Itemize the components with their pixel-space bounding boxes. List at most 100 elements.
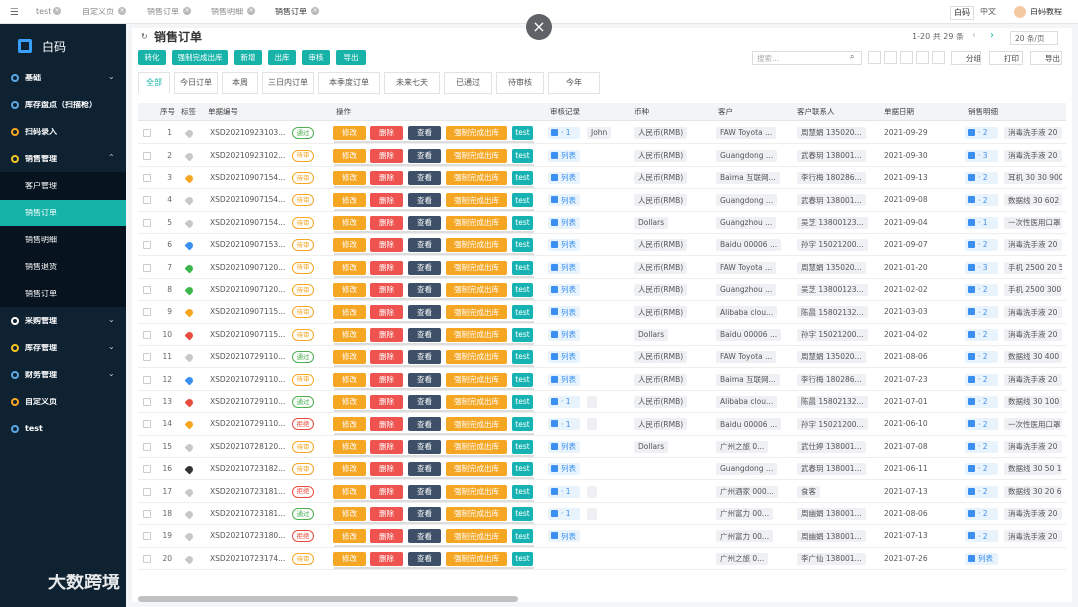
row-action[interactable]: 修改 (333, 327, 366, 342)
row-action[interactable]: 修改 (333, 350, 366, 365)
row-code[interactable]: XSD20210723181... (210, 510, 286, 518)
tab[interactable]: 销售订单 (147, 8, 179, 16)
row-action[interactable]: 查看 (408, 350, 441, 365)
row-action[interactable]: 强制完成出库 (446, 305, 507, 320)
row-action[interactable]: 强制完成出库 (446, 484, 507, 499)
filter-tab[interactable]: 全部 (138, 72, 170, 94)
row-action[interactable]: test (512, 484, 533, 499)
language[interactable]: 中文 (980, 8, 996, 16)
row-action[interactable]: 修改 (333, 283, 366, 297)
row-action[interactable]: 查看 (408, 529, 441, 544)
row-checkbox[interactable] (143, 398, 151, 406)
row-checkbox[interactable] (143, 510, 151, 518)
row-action[interactable]: 删除 (370, 148, 403, 163)
row-action[interactable]: 查看 (408, 148, 441, 163)
row-checkbox[interactable] (143, 263, 151, 272)
row-code[interactable]: XSD20210923103... (210, 129, 286, 137)
column-header[interactable]: 标签 (181, 108, 196, 116)
tab-close[interactable]: × (183, 7, 191, 15)
column-header[interactable]: 销售明细 (968, 108, 998, 116)
row-action[interactable]: 删除 (370, 238, 403, 253)
filter-tab[interactable]: 待审核 (496, 72, 544, 94)
row-action[interactable]: 查看 (408, 126, 441, 141)
row-action[interactable]: 查看 (408, 439, 441, 454)
row-action[interactable]: 删除 (370, 484, 403, 499)
row-action[interactable]: 修改 (333, 238, 366, 253)
row-action[interactable]: 删除 (370, 215, 403, 230)
pager-prev[interactable]: ‹ (972, 31, 976, 41)
row-action[interactable]: 强制完成出库 (446, 395, 507, 409)
row-action[interactable]: test (512, 260, 533, 275)
row-action[interactable]: 查看 (408, 215, 441, 230)
row-action[interactable]: 强制完成出库 (446, 126, 507, 141)
row-action[interactable]: 删除 (370, 529, 403, 544)
row-code[interactable]: XSD20210723180... (210, 532, 286, 540)
row-code[interactable]: XSD20210723182... (210, 465, 286, 473)
row-checkbox[interactable] (143, 241, 151, 250)
row-action[interactable]: test (512, 529, 533, 544)
row-action[interactable]: test (512, 215, 533, 230)
filter-tab[interactable]: 今年 (548, 72, 600, 94)
row-action[interactable]: test (512, 395, 533, 409)
menu-toggle[interactable]: ☰ (10, 8, 19, 18)
column-header[interactable]: 审核记录 (550, 108, 580, 116)
row-checkbox[interactable] (143, 151, 151, 160)
toolbar-button[interactable]: 转化 (138, 50, 166, 65)
row-action[interactable]: 查看 (408, 305, 441, 320)
row-code[interactable]: XSD20210729110... (210, 420, 286, 428)
row-action[interactable]: 删除 (370, 462, 403, 477)
row-action[interactable]: 删除 (370, 193, 403, 208)
row-action[interactable]: 查看 (408, 462, 441, 477)
row-action[interactable]: 强制完成出库 (446, 372, 507, 387)
menu-item[interactable]: 扫码录入 (25, 128, 57, 136)
menu-item[interactable]: 基础 (25, 74, 41, 82)
row-action[interactable]: 修改 (333, 148, 366, 163)
tab-close[interactable]: × (53, 7, 61, 15)
menu-item[interactable]: test (25, 425, 43, 433)
row-action[interactable]: 强制完成出库 (446, 507, 507, 521)
row-action[interactable]: test (512, 551, 533, 566)
row-action[interactable]: test (512, 327, 533, 342)
tool-button[interactable]: 分组 (951, 51, 981, 65)
row-checkbox[interactable] (143, 554, 151, 563)
row-action[interactable]: test (512, 148, 533, 163)
row-action[interactable]: 查看 (408, 417, 441, 432)
row-action[interactable]: 强制完成出库 (446, 439, 507, 454)
tab-close[interactable]: × (311, 7, 319, 15)
row-action[interactable]: 修改 (333, 372, 366, 387)
row-action[interactable]: 删除 (370, 260, 403, 275)
toolbar-button[interactable]: 出库 (268, 50, 296, 65)
row-action[interactable]: 修改 (333, 126, 366, 141)
filter-tab[interactable]: 未来七天 (384, 72, 440, 94)
row-action[interactable]: 强制完成出库 (446, 260, 507, 275)
row-action[interactable]: 强制完成出库 (446, 327, 507, 342)
row-action[interactable]: 删除 (370, 305, 403, 320)
row-action[interactable]: 修改 (333, 193, 366, 208)
row-action[interactable]: test (512, 283, 533, 297)
row-action[interactable]: 查看 (408, 327, 441, 342)
row-action[interactable]: 修改 (333, 529, 366, 544)
row-checkbox[interactable] (143, 532, 151, 541)
toolbar-button[interactable]: 新增 (234, 50, 262, 65)
row-action[interactable]: 强制完成出库 (446, 171, 507, 185)
menu-item[interactable]: 库存管理 (25, 344, 57, 352)
tab[interactable]: 销售明细 (211, 8, 243, 16)
row-checkbox[interactable] (143, 353, 151, 362)
row-checkbox[interactable] (143, 375, 151, 384)
tool-button[interactable]: 导出 (1030, 51, 1062, 65)
pager-next[interactable]: › (990, 31, 994, 41)
row-code[interactable]: XSD20210907153... (210, 241, 286, 249)
row-action[interactable]: 修改 (333, 215, 366, 230)
row-action[interactable]: 删除 (370, 551, 403, 566)
submenu-item[interactable]: 销售订单 (25, 290, 57, 298)
toolbar-button[interactable]: 导出 (336, 50, 366, 65)
row-action[interactable]: 删除 (370, 350, 403, 365)
row-code[interactable]: XSD20210729110... (210, 353, 286, 361)
row-code[interactable]: XSD20210907154... (210, 196, 286, 204)
menu-item[interactable]: 自定义页 (25, 398, 57, 406)
row-action[interactable]: 修改 (333, 462, 366, 477)
row-checkbox[interactable] (143, 286, 151, 294)
menu-item[interactable]: 库存盘点（扫描枪） (25, 101, 97, 109)
row-code[interactable]: XSD20210923102... (210, 151, 286, 160)
row-action[interactable]: 强制完成出库 (446, 462, 507, 477)
